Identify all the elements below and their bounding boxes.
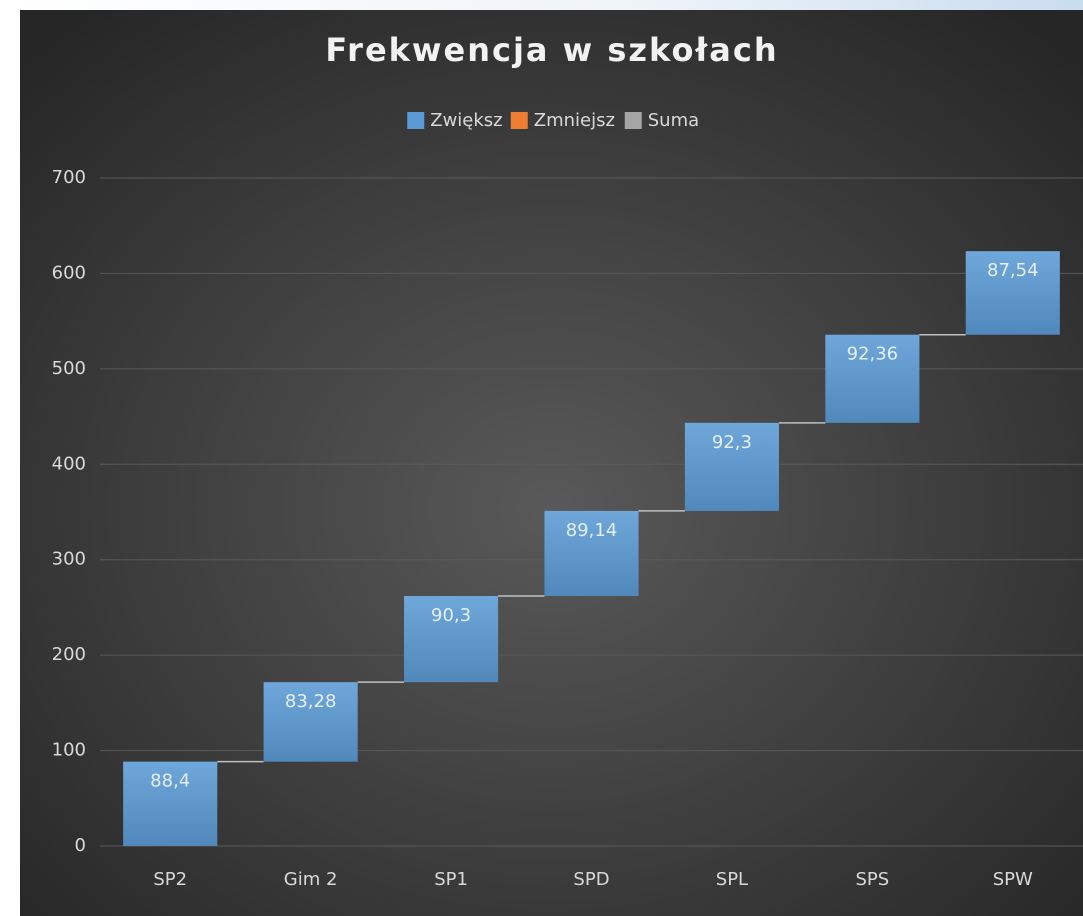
data-label: 83,28 (285, 691, 337, 712)
x-tick-label: SPD (573, 869, 609, 890)
data-label: 92,36 (847, 344, 899, 365)
data-label: 90,3 (431, 605, 471, 626)
legend-swatch (510, 112, 528, 129)
x-tick-label: Gim 2 (284, 869, 338, 890)
legend-label: Zmniejsz (534, 110, 615, 131)
bar-shade (404, 595, 499, 683)
x-tick-label: SPL (716, 869, 748, 890)
y-tick-label: 100 (52, 740, 86, 761)
legend-swatch (624, 112, 642, 129)
bar-shade (825, 334, 920, 423)
legend-label: Zwiększ (430, 110, 502, 131)
y-tick-label: 0 (75, 835, 86, 856)
chart-title: Frekwencja w szkołach (325, 31, 778, 69)
bar-shade (965, 251, 1060, 335)
data-label: 87,54 (987, 260, 1039, 281)
bar-shade (544, 510, 639, 596)
bar-shade (123, 761, 218, 846)
bar-shade (684, 422, 779, 511)
x-tick-label: SP1 (434, 869, 468, 890)
x-tick-label: SPS (855, 869, 889, 890)
legend-swatch (407, 112, 425, 129)
y-tick-label: 200 (52, 644, 86, 665)
legend: Zwiększ Zmniejsz Suma (407, 110, 699, 131)
data-label: 89,14 (566, 520, 618, 541)
y-tick-label: 700 (52, 167, 86, 188)
y-tick-label: 400 (52, 453, 86, 474)
legend-label: Suma (648, 110, 699, 131)
data-label: 88,4 (150, 771, 190, 792)
bar-shade (263, 682, 358, 762)
x-tick-label: SPW (993, 869, 1033, 890)
data-label: 92,3 (712, 432, 752, 453)
y-tick-label: 300 (52, 549, 86, 570)
x-tick-label: SP2 (153, 869, 187, 890)
y-tick-label: 600 (52, 262, 86, 283)
y-tick-label: 500 (52, 358, 86, 379)
